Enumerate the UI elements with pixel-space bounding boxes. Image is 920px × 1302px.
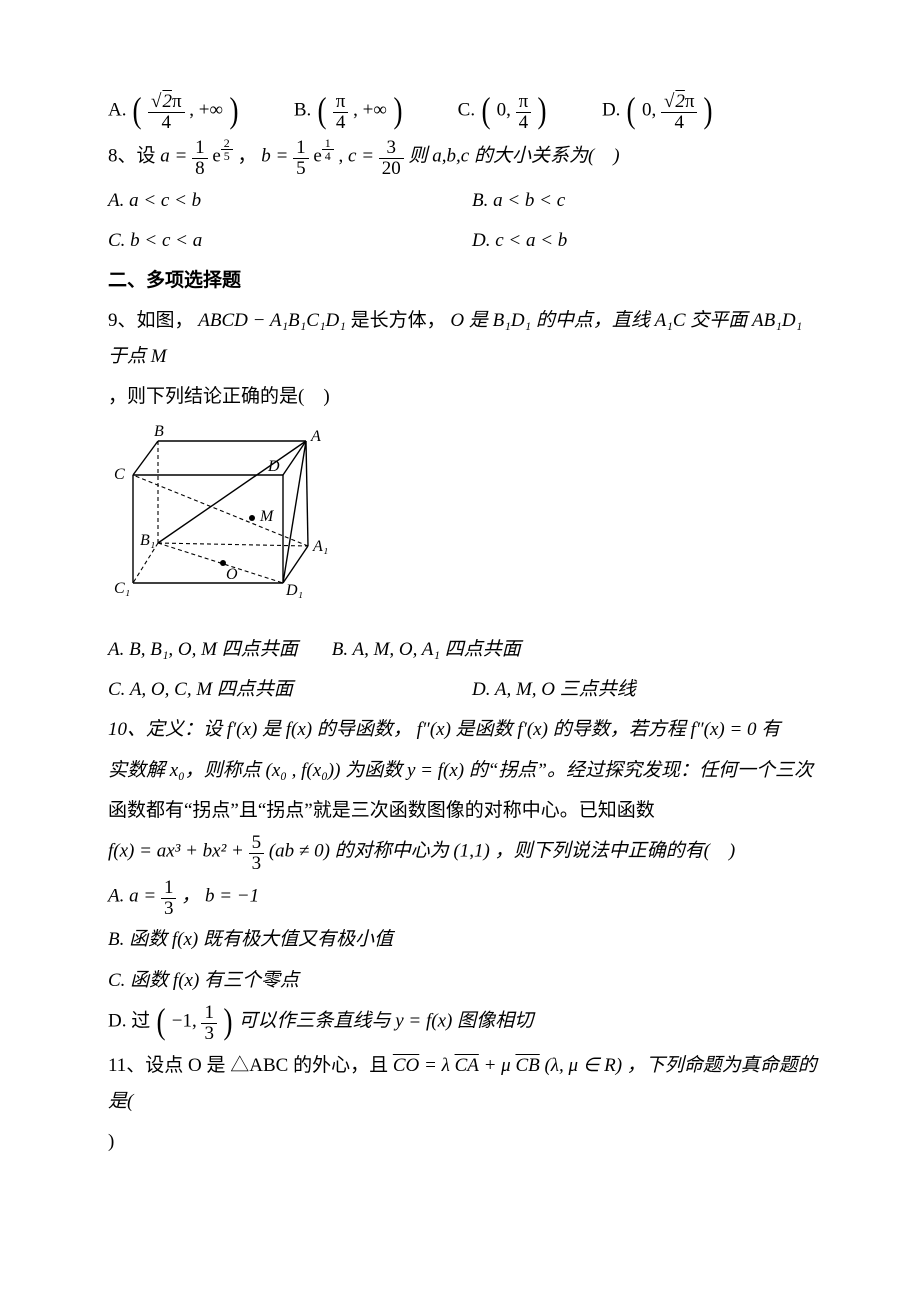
label-D1: D₁ xyxy=(285,582,303,599)
q10-option-D: D. 过 ( −1, 13 ) 可以作三条直线与 y = f(x) 图像相切 xyxy=(108,1003,820,1044)
q9-option-A: A. B, B₁, O, M 四点共面 xyxy=(108,632,298,668)
q10-func: f(x) = ax³ + bx² + 53 (ab ≠ 0) 的对称中心为 (1… xyxy=(108,833,820,874)
q9-option-B: B. A, M, O, A₁ 四点共面 xyxy=(332,632,521,668)
q8-option-D: D. c < a < b xyxy=(472,223,782,259)
cuboid-diagram: .s { stroke:#000; stroke-width:1.4; fill… xyxy=(108,423,338,613)
label-C1: C₁ xyxy=(114,580,130,597)
q10-option-C: C. 函数 f(x) 有三个零点 xyxy=(108,963,820,999)
q9-line1: 9、如图， ABCD − A₁B₁C₁D₁ 是长方体， O 是 B₁D₁ 的中点… xyxy=(108,303,820,375)
q10-option-A: A. a = 13 ， b = −1 xyxy=(108,878,820,919)
label-C: C xyxy=(114,466,125,483)
q8-options-row2: C. b < c < a D. c < a < b xyxy=(108,223,820,259)
label-A1: A₁ xyxy=(312,538,328,555)
label-B: B xyxy=(154,423,164,440)
label-O: O xyxy=(226,566,238,583)
q8-option-B: B. a < b < c xyxy=(472,183,782,219)
q11-line1: 11、设点 O 是 △ABC 的外心，且 CO = λ CA + μ CB (λ… xyxy=(108,1048,820,1120)
q9-options-row2: C. A, O, C, M 四点共面 D. A, M, O 三点共线 xyxy=(108,672,820,708)
q10-p1: 10、定义：设 f′(x) 是 f(x) 的导函数， f″(x) 是函数 f′(… xyxy=(108,712,820,748)
label-D: D xyxy=(267,458,280,475)
exam-page: A. ( √2π 4 , +∞ ) B. ( π4 , +∞ ) C. ( 0,… xyxy=(0,0,920,1302)
label-B1: B₁ xyxy=(140,532,155,549)
q10-p3: 函数都有“拐点”且“拐点”就是三次函数图像的对称中心。已知函数 xyxy=(108,793,820,829)
q9-options-row1: A. B, B₁, O, M 四点共面 B. A, M, O, A₁ 四点共面 xyxy=(108,632,820,668)
q8-option-A: A. a < c < b xyxy=(108,183,418,219)
q9-figure: .s { stroke:#000; stroke-width:1.4; fill… xyxy=(108,423,820,626)
q10-option-B: B. 函数 f(x) 既有极大值又有极小值 xyxy=(108,922,820,958)
q11-close: ) xyxy=(108,1124,820,1160)
q7-option-B: B. ( π4 , +∞ ) xyxy=(294,92,404,133)
q9-line2: ，则下列结论正确的是( ) xyxy=(108,379,820,415)
q7-option-D: D. ( 0, √2π 4 ) xyxy=(602,92,714,133)
q10-p2: 实数解 x₀，则称点 (x₀ , f(x₀)) 为函数 y = f(x) 的“拐… xyxy=(108,753,820,789)
section-2-head: 二、多项选择题 xyxy=(108,263,820,299)
q7-option-C: C. ( 0, π4 ) xyxy=(458,92,548,133)
q8-options-row1: A. a < c < b B. a < b < c xyxy=(108,183,820,219)
label-A: A xyxy=(310,428,321,445)
q8-stem: 8、设 a = 18 e25 ， b = 15 e14 , c = 320 则 … xyxy=(108,137,820,179)
q9-option-D: D. A, M, O 三点共线 xyxy=(472,672,782,708)
q8-option-C: C. b < c < a xyxy=(108,223,418,259)
q7-option-A: A. ( √2π 4 , +∞ ) xyxy=(108,92,240,133)
q9-option-C: C. A, O, C, M 四点共面 xyxy=(108,672,418,708)
q7-options: A. ( √2π 4 , +∞ ) B. ( π4 , +∞ ) C. ( 0,… xyxy=(108,92,820,133)
label-M: M xyxy=(259,508,275,525)
